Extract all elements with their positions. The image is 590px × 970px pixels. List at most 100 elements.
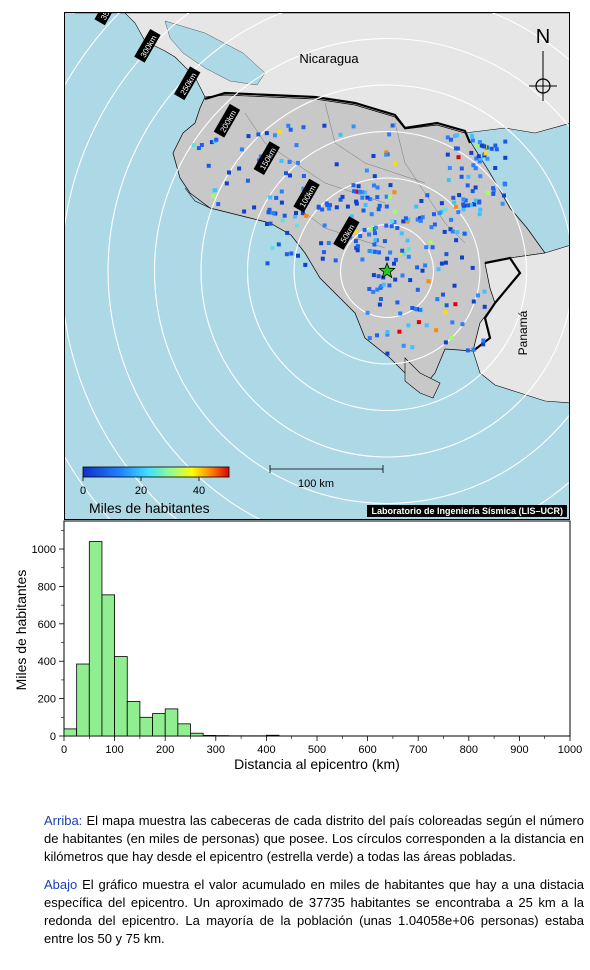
caption: Arriba: El mapa muestra las cabeceras de…: [44, 812, 584, 958]
district-marker: [502, 193, 506, 198]
district-marker: [406, 254, 411, 259]
district-marker: [450, 320, 455, 325]
district-marker: [452, 200, 457, 205]
district-marker: [279, 200, 284, 205]
district-marker: [382, 239, 387, 244]
district-marker: [445, 135, 450, 140]
district-marker: [441, 292, 445, 297]
district-marker: [282, 213, 287, 218]
histogram-bar: [177, 723, 191, 737]
district-marker: [304, 213, 309, 218]
district-marker: [460, 322, 465, 327]
district-marker: [322, 250, 326, 255]
district-marker: [268, 221, 273, 226]
colorbar-tick-0: 0: [80, 485, 86, 497]
district-marker: [372, 183, 376, 188]
district-marker: [478, 156, 483, 161]
compass-icon: [535, 78, 551, 94]
district-marker: [363, 190, 368, 195]
district-marker: [294, 211, 298, 215]
x-axis-label: Distancia al epicentro (km): [234, 756, 400, 772]
district-marker: [392, 261, 396, 266]
country-label-panama: Panamá: [516, 310, 530, 355]
district-marker: [491, 188, 496, 193]
histogram-bar: [114, 656, 128, 737]
district-marker: [466, 203, 470, 208]
x-tick-label: 600: [358, 744, 376, 756]
district-marker: [481, 342, 486, 347]
district-marker: [376, 274, 381, 279]
district-marker: [349, 214, 354, 219]
x-tick-label: 100: [105, 744, 123, 756]
district-marker: [279, 189, 284, 194]
district-marker: [367, 232, 372, 237]
district-marker: [216, 202, 221, 207]
district-marker: [393, 209, 398, 214]
district-marker: [237, 166, 242, 171]
y-tick-label: 0: [50, 731, 56, 743]
y-axis-ticks: 0 200 400 600 800 1000: [32, 530, 64, 743]
district-marker: [368, 197, 373, 202]
district-marker: [224, 181, 229, 186]
district-marker: [367, 336, 372, 341]
district-marker: [471, 299, 476, 304]
district-marker: [390, 123, 395, 128]
caption-paragraph-top: Arriba: El mapa muestra las cabeceras de…: [44, 812, 584, 866]
district-marker: [449, 217, 454, 222]
district-marker: [392, 220, 397, 224]
district-marker: [227, 170, 231, 175]
district-marker: [326, 241, 331, 245]
plot-area: [63, 520, 571, 737]
district-marker: [401, 219, 406, 224]
district-marker: [375, 333, 379, 338]
district-marker: [477, 140, 482, 145]
district-marker: [415, 265, 420, 270]
district-marker: [466, 174, 471, 179]
district-marker: [470, 189, 475, 194]
district-marker: [384, 204, 389, 209]
district-marker: [390, 219, 394, 223]
southern-peninsula: [404, 357, 441, 399]
district-marker: [328, 203, 332, 208]
district-marker: [385, 351, 390, 356]
district-marker: [425, 193, 430, 198]
district-marker: [316, 204, 321, 209]
district-marker: [460, 255, 464, 260]
district-marker: [360, 257, 365, 262]
district-marker: [419, 199, 424, 203]
district-marker: [333, 258, 338, 263]
district-marker: [384, 150, 389, 155]
district-marker: [437, 211, 442, 216]
district-marker: [395, 226, 400, 230]
district-marker: [416, 320, 421, 325]
district-marker: [276, 242, 281, 247]
x-tick-label: 400: [257, 744, 275, 756]
distance-ring: [200, 84, 569, 458]
district-marker: [338, 132, 343, 137]
district-marker: [334, 205, 339, 210]
district-marker: [418, 216, 423, 221]
district-marker: [459, 174, 464, 179]
district-marker: [340, 194, 345, 199]
district-marker: [455, 146, 460, 151]
district-marker: [365, 310, 370, 315]
x-tick-label: 900: [510, 744, 528, 756]
district-marker: [484, 150, 488, 155]
district-marker: [388, 183, 393, 188]
district-marker: [476, 154, 481, 159]
district-marker: [277, 129, 282, 134]
district-marker: [401, 343, 406, 348]
district-marker: [267, 207, 272, 212]
district-marker: [485, 190, 490, 195]
north-arrow: N: [529, 26, 557, 101]
x-tick-label: 200: [156, 744, 174, 756]
district-marker: [295, 160, 300, 165]
district-marker: [256, 132, 261, 137]
district-marker: [473, 198, 478, 203]
district-marker: [295, 223, 300, 228]
histogram-bar: [190, 732, 204, 737]
district-marker: [500, 201, 505, 206]
district-marker: [294, 143, 299, 148]
district-marker: [387, 132, 392, 137]
district-marker: [265, 261, 270, 266]
